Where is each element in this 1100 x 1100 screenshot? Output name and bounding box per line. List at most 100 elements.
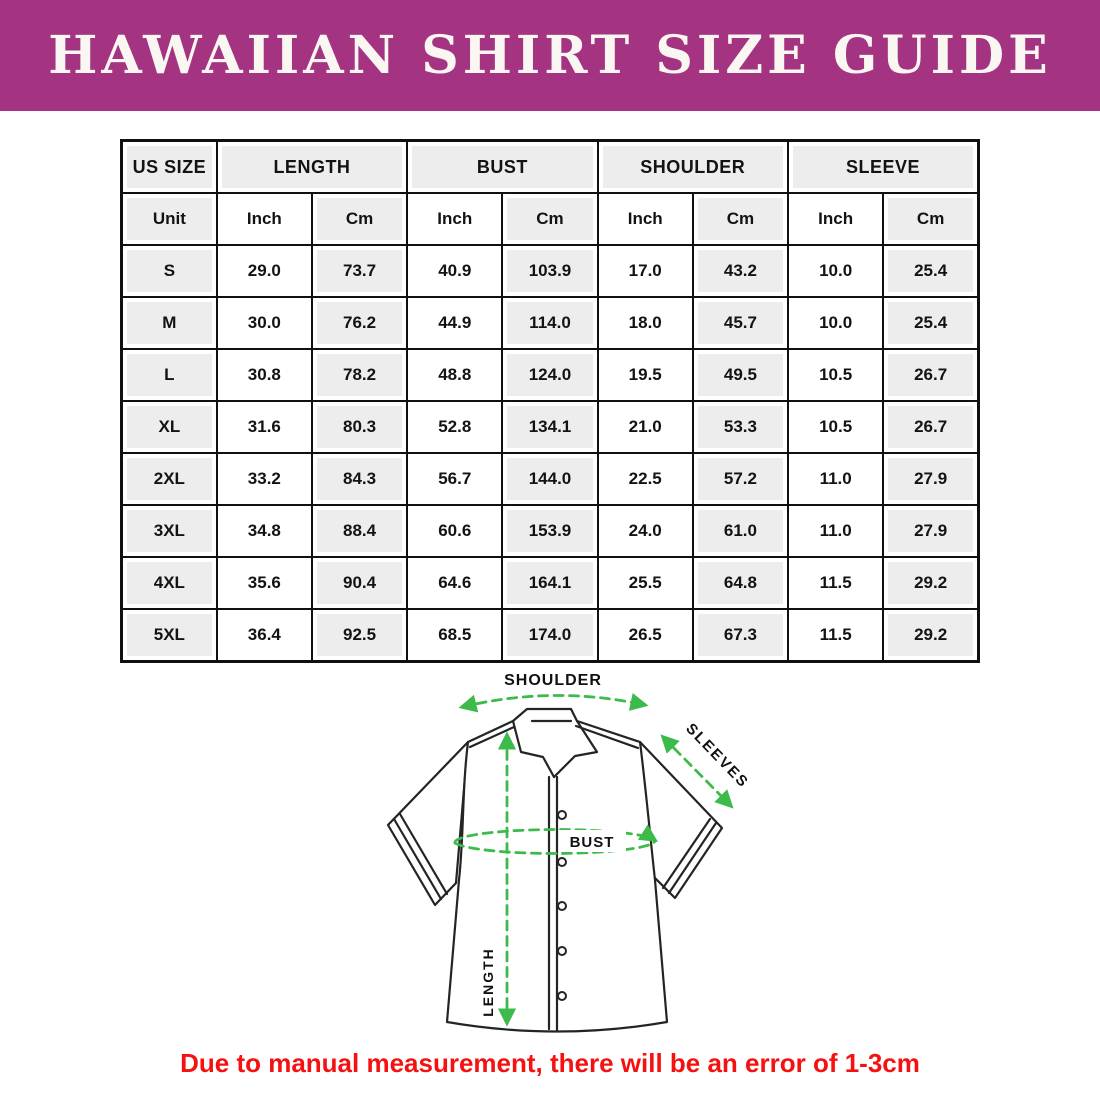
measurement-cell: 52.8 — [406, 400, 504, 454]
measurement-cell: 134.1 — [501, 400, 599, 454]
measurement-cell: 64.6 — [406, 556, 504, 610]
shoulder-label: SHOULDER — [504, 672, 602, 689]
measurement-cell: 64.8 — [691, 556, 790, 610]
shirt-measurement-diagram: SHOULDER SLEEVES BUST LENGTH — [386, 672, 752, 1033]
measurement-cell: 43.2 — [691, 244, 790, 298]
table-row: XL 31.6 80.3 52.8 134.1 21.0 53.3 10.5 26.7 — [120, 400, 980, 454]
col-header-us-size: US SIZE — [120, 139, 218, 194]
unit-cell: Cm — [882, 192, 980, 246]
measurement-cell: 27.9 — [882, 452, 980, 506]
measurement-cell: 73.7 — [310, 244, 409, 298]
measurement-cell: 27.9 — [882, 504, 980, 558]
measurement-cell: 36.4 — [215, 608, 313, 663]
measurement-cell: 84.3 — [310, 452, 409, 506]
measurement-cell: 68.5 — [406, 608, 504, 663]
size-label-cell: 5XL — [120, 608, 218, 663]
measurement-cell: 31.6 — [215, 400, 313, 454]
bust-arrow — [453, 838, 657, 855]
table-row: 2XL 33.2 84.3 56.7 144.0 22.5 57.2 11.0 27.9 — [120, 452, 980, 506]
size-label-cell: 2XL — [120, 452, 218, 506]
measurement-cell: 29.2 — [882, 608, 980, 663]
measurement-cell: 10.5 — [787, 348, 885, 402]
measurement-cell: 44.9 — [406, 296, 504, 350]
measurement-cell: 21.0 — [596, 400, 694, 454]
measurement-cell: 26.5 — [596, 608, 694, 663]
measurement-cell: 30.8 — [215, 348, 313, 402]
measurement-cell: 10.0 — [787, 244, 885, 298]
measurement-cell: 30.0 — [215, 296, 313, 350]
measurement-cell: 10.0 — [787, 296, 885, 350]
unit-row: Unit Inch Cm Inch Cm Inch Cm Inch Cm — [120, 192, 980, 246]
size-label-cell: 4XL — [120, 556, 218, 610]
size-label-cell: M — [120, 296, 218, 350]
size-label-cell: L — [120, 348, 218, 402]
measurement-cell: 48.8 — [406, 348, 504, 402]
measurement-cell: 56.7 — [406, 452, 504, 506]
measurement-cell: 11.5 — [787, 556, 885, 610]
measurement-cell: 45.7 — [691, 296, 790, 350]
unit-header-cell: Unit — [120, 192, 218, 246]
measurement-cell: 60.6 — [406, 504, 504, 558]
bust-label: BUST — [570, 834, 615, 851]
measurement-cell: 11.0 — [787, 452, 885, 506]
table-row: L 30.8 78.2 48.8 124.0 19.5 49.5 10.5 26.7 — [120, 348, 980, 402]
table-row: 3XL 34.8 88.4 60.6 153.9 24.0 61.0 11.0 27.9 — [120, 504, 980, 558]
measurement-cell: 24.0 — [596, 504, 694, 558]
measurement-cell: 26.7 — [882, 348, 980, 402]
measurement-cell: 88.4 — [310, 504, 409, 558]
table-row: 5XL 36.4 92.5 68.5 174.0 26.5 67.3 11.5 29.2 — [120, 608, 980, 663]
measurement-cell: 25.4 — [882, 296, 980, 350]
measurement-cell: 11.0 — [787, 504, 885, 558]
measurement-cell: 103.9 — [501, 244, 599, 298]
measurement-cell: 18.0 — [596, 296, 694, 350]
measurement-cell: 174.0 — [501, 608, 599, 663]
sleeves-arrow — [660, 734, 734, 809]
measurement-cell: 17.0 — [596, 244, 694, 298]
measurement-cell: 144.0 — [501, 452, 599, 506]
measurement-cell: 19.5 — [596, 348, 694, 402]
measurement-cell: 40.9 — [406, 244, 504, 298]
sleeves-label: SLEEVES — [682, 720, 752, 792]
size-table: US SIZE LENGTH BUST SHOULDER SLEEVE Unit… — [120, 139, 980, 663]
measurement-cell: 10.5 — [787, 400, 885, 454]
measurement-cell: 25.5 — [596, 556, 694, 610]
col-header-shoulder: SHOULDER — [596, 139, 790, 194]
measurement-cell: 25.4 — [882, 244, 980, 298]
measurement-cell: 90.4 — [310, 556, 409, 610]
measurement-cell: 49.5 — [691, 348, 790, 402]
measurement-cell: 34.8 — [215, 504, 313, 558]
shirt-button-icons — [557, 810, 567, 1001]
table-row: M 30.0 76.2 44.9 114.0 18.0 45.7 10.0 25.4 — [120, 296, 980, 350]
measurement-cell: 29.0 — [215, 244, 313, 298]
measurement-cell: 57.2 — [691, 452, 790, 506]
column-group-row: US SIZE LENGTH BUST SHOULDER SLEEVE — [120, 139, 980, 194]
unit-cell: Cm — [691, 192, 790, 246]
measurement-cell: 22.5 — [596, 452, 694, 506]
measurement-cell: 35.6 — [215, 556, 313, 610]
measurement-disclaimer: Due to manual measurement, there will be… — [180, 1048, 920, 1078]
measurement-cell: 80.3 — [310, 400, 409, 454]
size-label-cell: 3XL — [120, 504, 218, 558]
unit-cell: Inch — [215, 192, 313, 246]
measurement-arrows — [453, 693, 734, 1027]
page-title: HAWAIIAN SHIRT SIZE GUIDE — [48, 25, 1052, 86]
size-label-cell: S — [120, 244, 218, 298]
table-row: 4XL 35.6 90.4 64.6 164.1 25.5 64.8 11.5 29.2 — [120, 556, 980, 610]
col-header-length: LENGTH — [215, 139, 409, 194]
measurement-cell: 33.2 — [215, 452, 313, 506]
measurement-cell: 67.3 — [691, 608, 790, 663]
banner: HAWAIIAN SHIRT SIZE GUIDE — [0, 0, 1100, 111]
measurement-cell: 26.7 — [882, 400, 980, 454]
table-row: S 29.0 73.7 40.9 103.9 17.0 43.2 10.0 25.4 — [120, 244, 980, 298]
measurement-cell: 164.1 — [501, 556, 599, 610]
measurement-cell: 114.0 — [501, 296, 599, 350]
col-header-bust: BUST — [406, 139, 599, 194]
bust-label-backing — [559, 830, 626, 852]
unit-cell: Cm — [501, 192, 599, 246]
measurement-cell: 76.2 — [310, 296, 409, 350]
measurement-cell: 11.5 — [787, 608, 885, 663]
measurement-cell: 78.2 — [310, 348, 409, 402]
unit-cell: Cm — [310, 192, 409, 246]
size-label-cell: XL — [120, 400, 218, 454]
